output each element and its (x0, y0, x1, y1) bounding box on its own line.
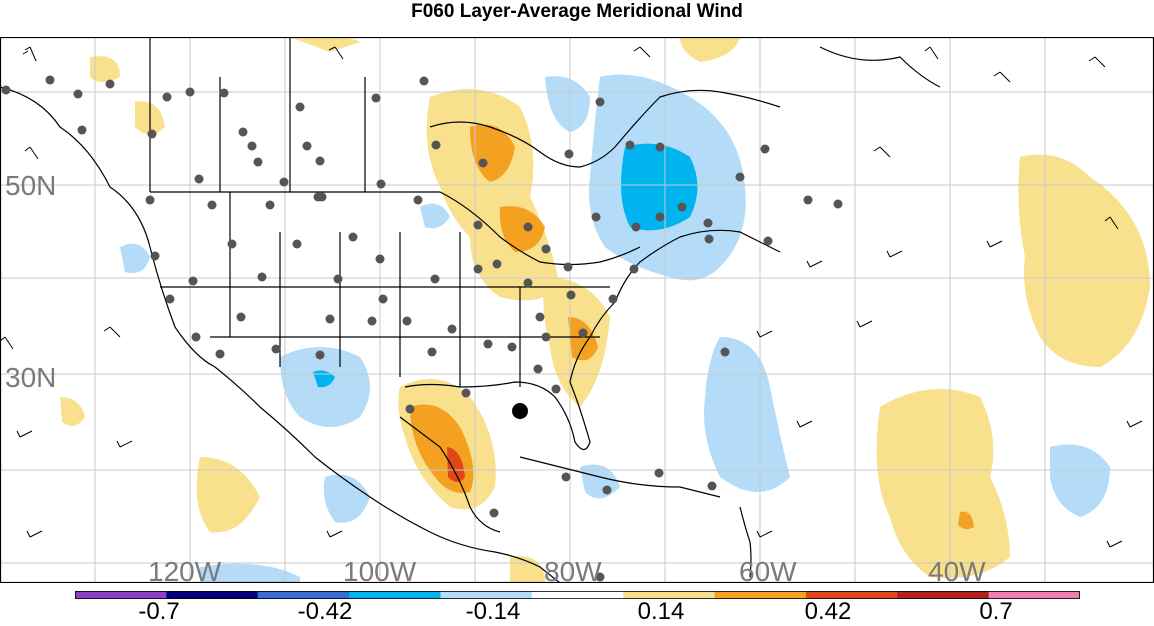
colorbar-segment (714, 591, 807, 599)
lat-label-30n: 30N (5, 362, 56, 393)
colorbar-segment (805, 591, 898, 599)
colorbar-label: -0.7 (138, 598, 180, 625)
colorbar-segment (166, 591, 259, 599)
colorbar-segment (531, 591, 624, 599)
colorbar-label: -0.14 (465, 598, 521, 625)
lon-label-100w: 100W (343, 556, 417, 583)
wind-barbs (0, 46, 1143, 548)
colorbar-segment (349, 591, 441, 599)
colorbar (75, 591, 1080, 599)
lon-label-80w: 80W (544, 556, 602, 583)
lon-label-60w: 60W (739, 556, 797, 583)
borders (149, 37, 641, 387)
lon-label-120w: 120W (148, 556, 222, 583)
colorbar-segment (257, 591, 350, 599)
negative-anomaly-regions (120, 74, 1110, 583)
colorbar-label: -0.42 (297, 598, 353, 625)
colorbar-label: 0.42 (804, 598, 852, 625)
map-title: F060 Layer-Average Meridional Wind (411, 1, 743, 22)
graticule (0, 37, 1154, 583)
weather-map: 50N 30N 120W 100W 80W 60W 40W (0, 37, 1154, 583)
lon-label-40w: 40W (928, 556, 986, 583)
colorbar-label: 0.14 (637, 598, 685, 625)
colorbar-segment (897, 591, 990, 599)
marker-dot (512, 403, 528, 419)
colorbar-segment (988, 591, 1080, 599)
colorbar-segment (623, 591, 716, 599)
colorbar-label: 0.7 (979, 598, 1013, 625)
lat-label-50n: 50N (5, 170, 56, 201)
station-dots (1, 75, 843, 582)
coastlines (0, 46, 941, 583)
colorbar-segment (75, 591, 167, 599)
colorbar-segment (440, 591, 533, 599)
